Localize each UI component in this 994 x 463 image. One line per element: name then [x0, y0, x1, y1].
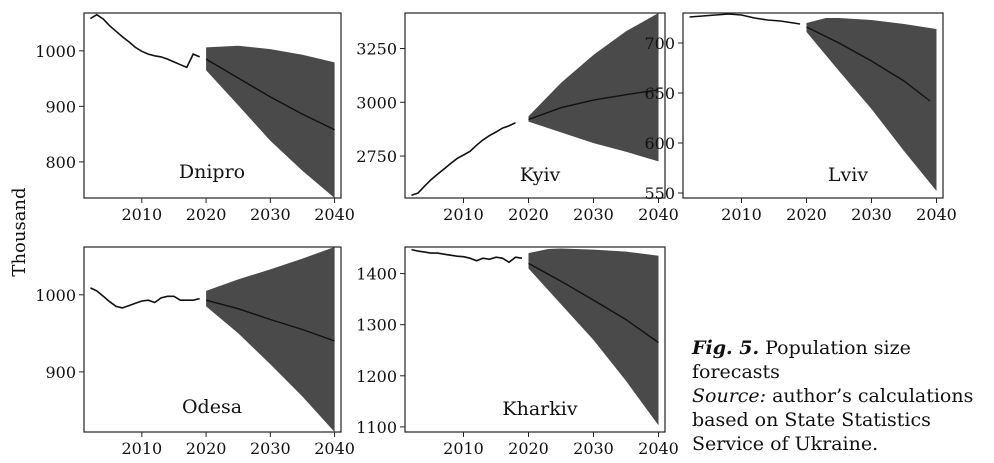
lviv-y-tick-label: 550	[644, 184, 675, 203]
odesa-forecast-line	[205, 299, 335, 342]
lviv-y-tick-label: 600	[644, 134, 675, 153]
figure-caption: Fig. 5. Population size forecasts Source…	[692, 336, 992, 456]
chart-odesa: 2010 2020 2030 2040 900 1000 Odesa	[35, 246, 355, 458]
lviv-panel-title: Lviv	[828, 164, 868, 186]
lviv-x-tick-label: 2010	[721, 205, 762, 224]
dnipro-x-tick-label: 2020	[186, 205, 227, 224]
odesa-x-tick-label: 2030	[250, 439, 291, 458]
caption-line: Fig. 5. Population size forecasts	[692, 336, 992, 384]
kharkiv-y-tick-label: 1200	[356, 367, 397, 386]
source-line: Source: author’s calculations based on S…	[692, 384, 992, 456]
kharkiv-forecast-band	[528, 248, 659, 426]
kyiv-y-tick-label: 2750	[356, 147, 397, 166]
chart-kyiv: 2010 2020 2030 2040 2750 3000 3250 Kyiv	[356, 12, 679, 224]
odesa-x-tick-label: 2020	[186, 439, 227, 458]
lviv-historical-line	[689, 13, 801, 25]
dnipro-panel-title: Dnipro	[179, 161, 245, 183]
kyiv-x-tick-label: 2030	[573, 205, 614, 224]
kharkiv-y-tick-label: 1100	[356, 418, 397, 437]
chart-lviv: 2010 2020 2030 2040 550 600 650 700 Lviv	[644, 12, 957, 224]
lviv-x-tick-label: 2030	[851, 205, 892, 224]
kharkiv-x-tick-label: 2020	[508, 439, 549, 458]
y-axis-label: Thousand	[9, 187, 30, 276]
chart-dnipro: 2010 2020 2030 2040 800 900 1000 Dnipro	[35, 12, 355, 224]
kyiv-plot-frame	[404, 12, 666, 199]
kyiv-forecast-band	[528, 13, 659, 162]
odesa-historical-line	[90, 287, 200, 309]
kharkiv-plot-frame	[404, 246, 666, 433]
dnipro-plot-frame	[83, 12, 342, 199]
source-text: author’s calculations based on State Sta…	[692, 385, 974, 455]
dnipro-y-tick-label: 900	[45, 97, 76, 116]
dnipro-y-tick-label: 800	[45, 153, 76, 172]
odesa-x-tick-label: 2040	[314, 439, 355, 458]
odesa-y-tick-label: 1000	[35, 286, 76, 305]
odesa-x-tick-label: 2010	[121, 439, 162, 458]
source-label: Source:	[692, 385, 767, 407]
kyiv-x-tick-label: 2010	[443, 205, 484, 224]
kharkiv-x-tick-label: 2010	[443, 439, 484, 458]
odesa-panel-title: Odesa	[182, 396, 242, 418]
lviv-forecast-band	[806, 18, 937, 191]
kharkiv-historical-line	[411, 248, 523, 264]
kyiv-forecast-line	[528, 89, 659, 121]
odesa-plot-frame	[83, 246, 342, 433]
kharkiv-panel-title: Kharkiv	[502, 398, 577, 420]
dnipro-forecast-band	[206, 45, 335, 198]
kyiv-x-tick-label: 2040	[638, 205, 679, 224]
lviv-x-tick-label: 2020	[786, 205, 827, 224]
dnipro-x-tick-label: 2010	[121, 205, 162, 224]
kharkiv-forecast-line	[528, 262, 659, 344]
lviv-y-tick-label: 700	[644, 34, 675, 53]
kharkiv-x-tick-label: 2030	[573, 439, 614, 458]
kyiv-historical-line	[411, 121, 516, 196]
lviv-forecast-line	[806, 26, 931, 102]
dnipro-x-tick-label: 2040	[314, 205, 355, 224]
kharkiv-x-tick-label: 2040	[638, 439, 679, 458]
kyiv-x-tick-label: 2020	[508, 205, 549, 224]
caption-title: Population size forecasts	[692, 337, 911, 383]
odesa-forecast-band	[206, 247, 335, 432]
lviv-y-tick-label: 650	[644, 84, 675, 103]
dnipro-historical-line	[89, 13, 201, 69]
chart-kharkiv: 2010 2020 2030 2040 1100 1200 1300 1400 Kharkiv	[356, 246, 679, 458]
lviv-x-tick-label: 2040	[916, 205, 957, 224]
figure-number: Fig. 5.	[692, 337, 760, 359]
kharkiv-y-tick-label: 1300	[356, 316, 397, 335]
kyiv-panel-title: Kyiv	[520, 164, 561, 186]
lviv-plot-frame	[682, 12, 944, 199]
kyiv-y-tick-label: 3000	[356, 93, 397, 112]
kharkiv-y-tick-label: 1400	[356, 265, 397, 284]
odesa-y-tick-label: 900	[45, 363, 76, 382]
dnipro-y-tick-label: 1000	[35, 42, 76, 61]
kyiv-y-tick-label: 3250	[356, 39, 397, 58]
dnipro-x-tick-label: 2030	[250, 205, 291, 224]
dnipro-forecast-line	[205, 58, 335, 131]
